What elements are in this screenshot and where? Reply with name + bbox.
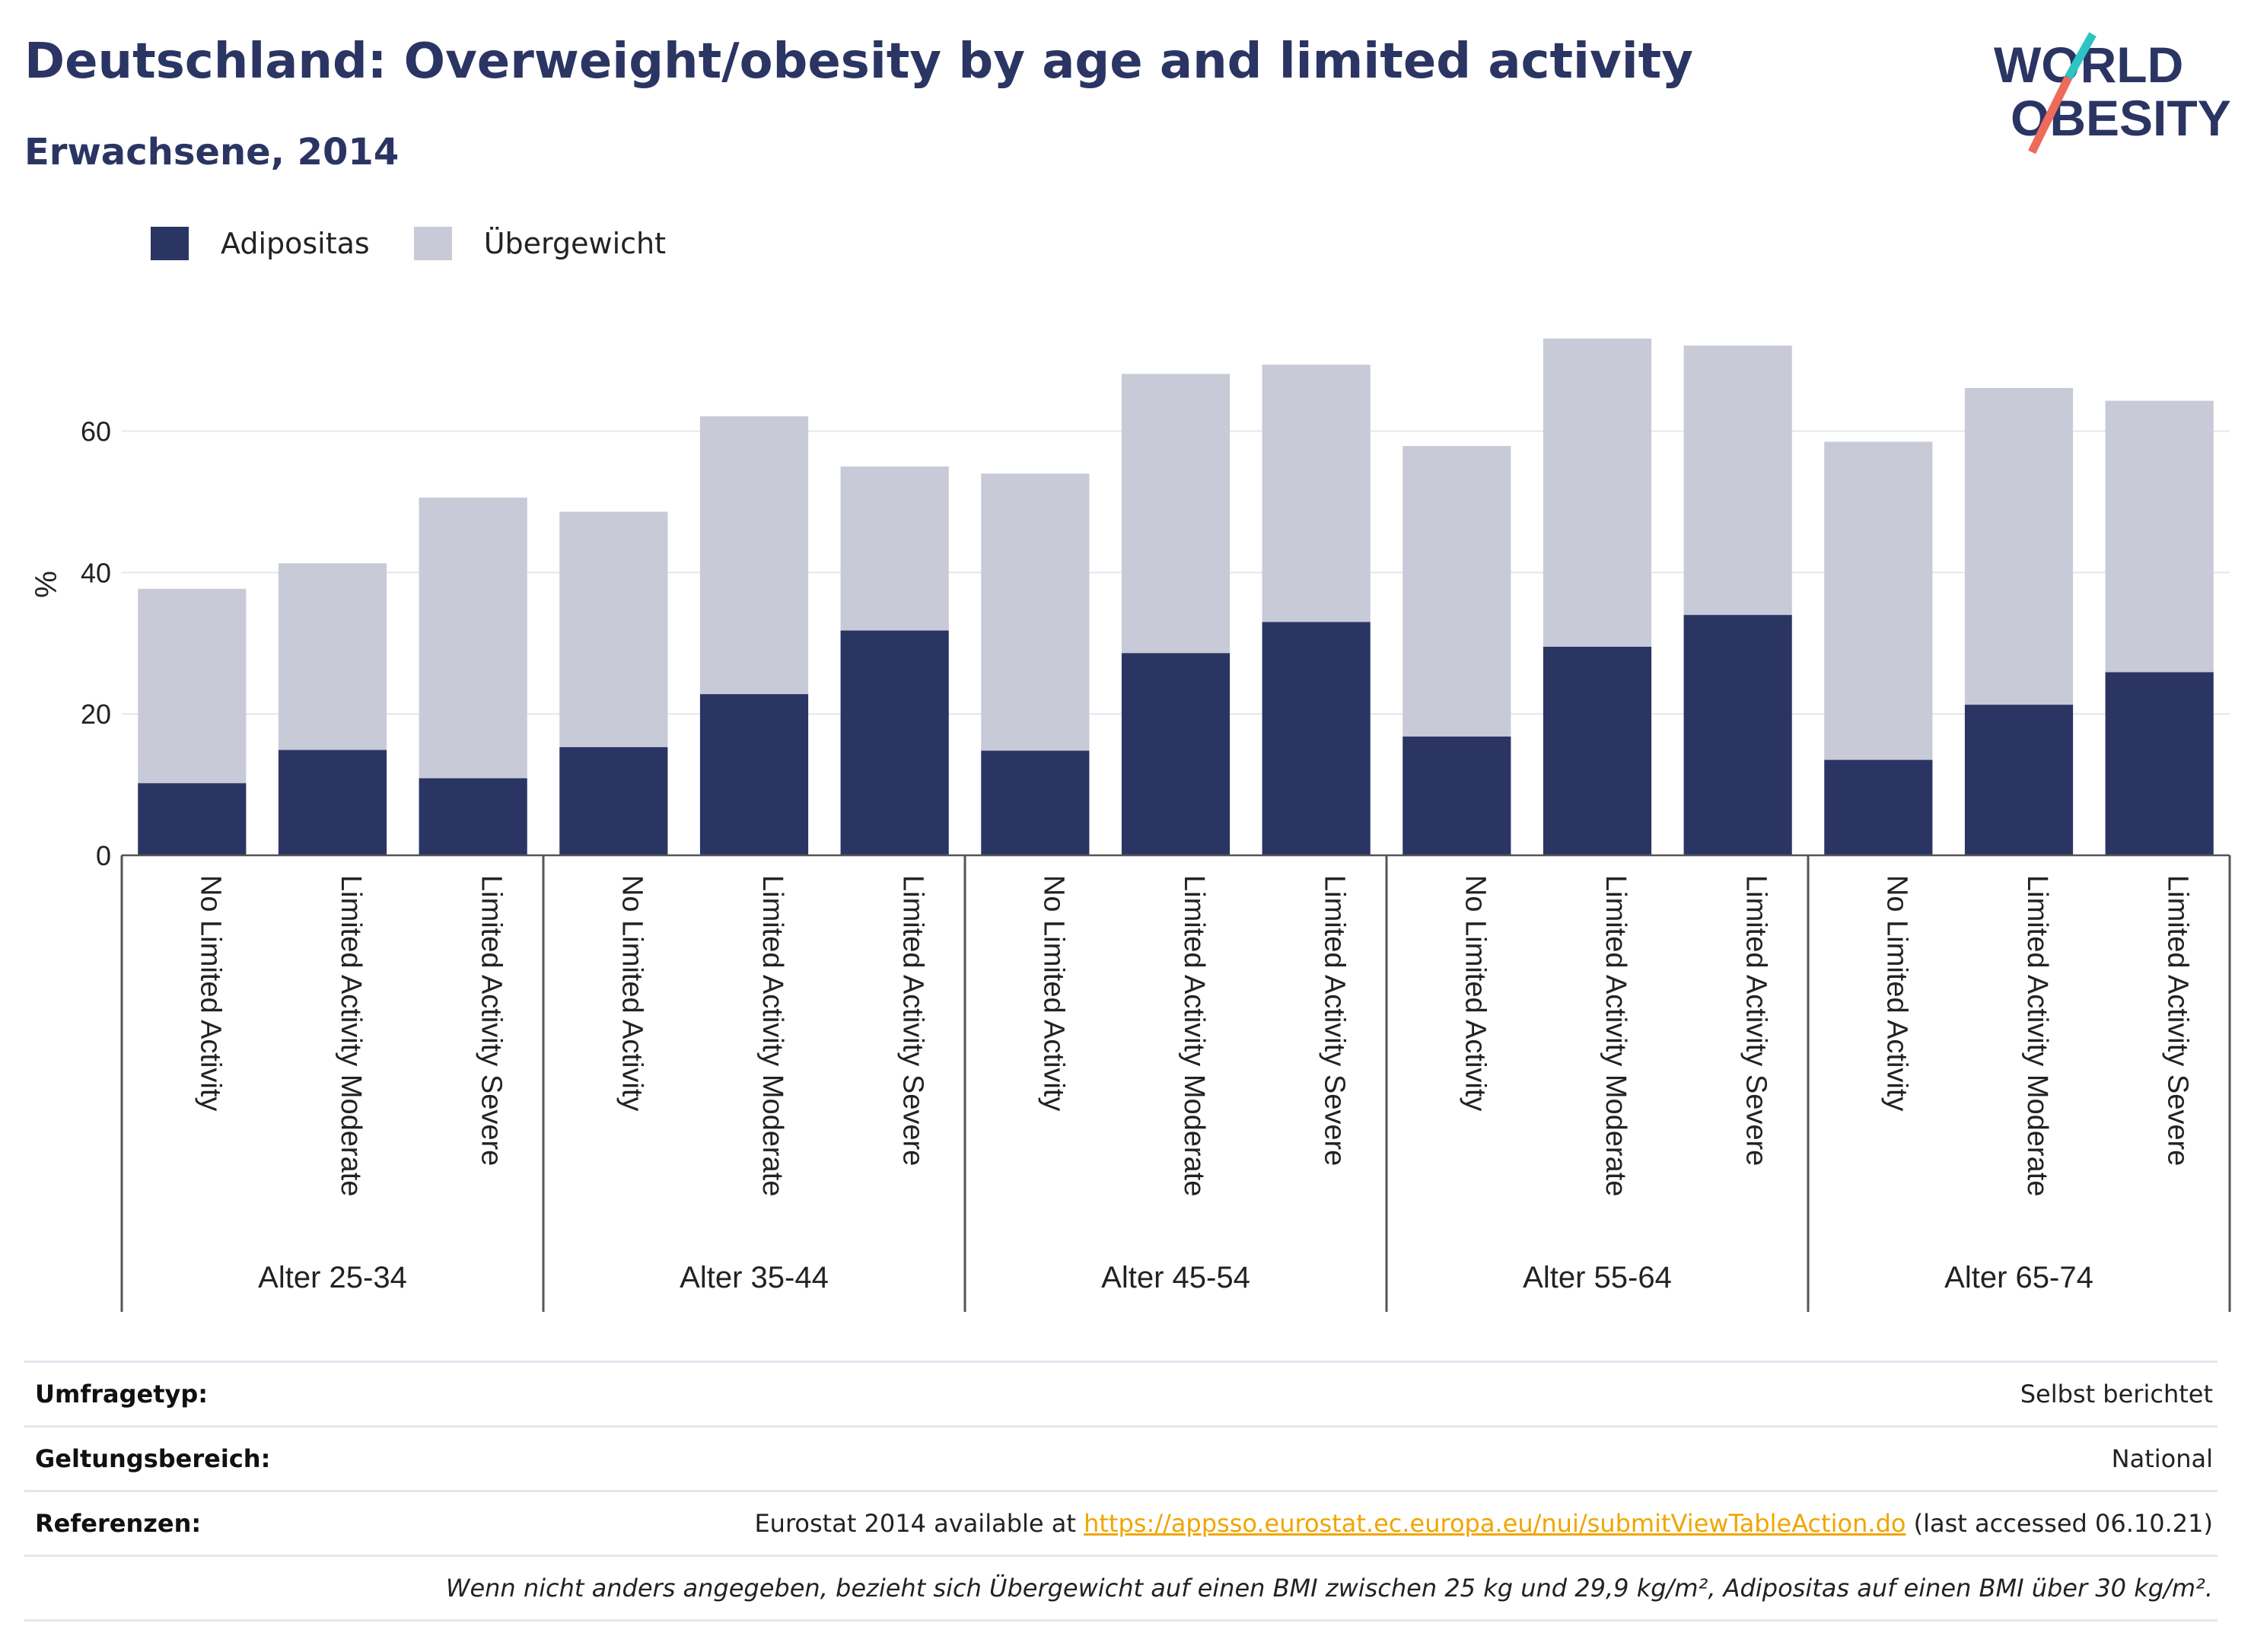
info-row-scope: Geltungsbereich: National xyxy=(24,1425,2218,1490)
bar-obesity xyxy=(559,746,668,855)
logo-slash-coral xyxy=(2028,75,2072,154)
bar-obesity xyxy=(2105,672,2214,855)
reference-link[interactable]: https://appsso.eurostat.ec.europa.eu/nui… xyxy=(1084,1509,1906,1538)
bar-overweight xyxy=(559,511,668,747)
bar-overweight xyxy=(138,588,247,784)
bar-obesity xyxy=(1683,615,1792,855)
x-tick-label: No Limited Activity xyxy=(616,875,648,1111)
bar-overweight xyxy=(981,473,1090,751)
info-row-references: Referenzen: Eurostat 2014 available at h… xyxy=(24,1490,2218,1555)
x-tick-label: No Limited Activity xyxy=(1037,875,1069,1111)
bar-obesity xyxy=(419,778,527,855)
group-label: Alter 55-64 xyxy=(1523,1261,1672,1294)
x-tick-label: No Limited Activity xyxy=(194,875,226,1111)
scope-label: Geltungsbereich: xyxy=(35,1444,271,1473)
bar-overweight xyxy=(419,497,527,778)
bar-obesity xyxy=(1262,622,1371,855)
info-row-note: Wenn nicht anders angegeben, bezieht sic… xyxy=(24,1555,2218,1622)
x-tick-label: Limited Activity Severe xyxy=(2162,875,2194,1166)
x-tick-label: Limited Activity Severe xyxy=(476,875,508,1166)
x-tick-label: Limited Activity Severe xyxy=(1319,875,1351,1166)
bar-overweight xyxy=(840,466,949,631)
references-value: Eurostat 2014 available at https://appss… xyxy=(754,1509,2213,1538)
bmi-definition-note: Wenn nicht anders angegeben, bezieht sic… xyxy=(445,1574,2213,1603)
bar-obesity xyxy=(1824,759,1933,855)
x-tick-label: Limited Activity Moderate xyxy=(335,875,367,1196)
bar-obesity xyxy=(1964,705,2074,855)
bar-overweight xyxy=(1824,441,1933,760)
logo-slash-teal xyxy=(2065,32,2097,80)
y-axis-label: % xyxy=(30,571,63,598)
bar-overweight xyxy=(1964,387,2074,705)
bar-obesity xyxy=(981,750,1090,855)
bar-overweight xyxy=(1543,338,1652,647)
reference-prefix: Eurostat 2014 available at xyxy=(754,1509,1076,1538)
legend-swatch-overweight xyxy=(413,227,452,260)
reference-suffix: (last accessed 06.10.21) xyxy=(1913,1509,2213,1538)
group-label: Alter 65-74 xyxy=(1944,1261,2093,1294)
world-obesity-logo: WORLD OBESITY xyxy=(1994,32,2231,154)
bar-obesity xyxy=(1543,646,1652,855)
bar-obesity xyxy=(1121,653,1231,855)
x-tick-label: No Limited Activity xyxy=(1459,875,1491,1111)
references-label: Referenzen: xyxy=(35,1509,202,1538)
chart-subtitle: Erwachsene, 2014 xyxy=(24,131,400,173)
info-row-survey: Umfragetyp: Selbst berichtet xyxy=(24,1361,2218,1425)
bar-overweight xyxy=(1683,345,1792,616)
x-tick-label: Limited Activity Moderate xyxy=(756,875,788,1196)
info-table: Umfragetyp: Selbst berichtet Geltungsber… xyxy=(24,1361,2218,1622)
bar-overweight xyxy=(2105,400,2214,673)
bar-overweight xyxy=(278,563,387,750)
bar-obesity xyxy=(840,630,949,855)
bar-obesity xyxy=(1402,736,1511,855)
legend-label-obesity: Adipositas xyxy=(221,227,370,260)
chart-title: Deutschland: Overweight/obesity by age a… xyxy=(24,33,1693,90)
x-tick-label: Limited Activity Severe xyxy=(1740,875,1772,1166)
stacked-bar-chart: 0 20 40 60% No Limited Activity Limited Activ… xyxy=(30,338,2231,1312)
survey-value: Selbst berichtet xyxy=(2020,1380,2213,1408)
bar-overweight xyxy=(1402,446,1511,737)
chart-legend: Adipositas Übergewicht xyxy=(151,227,710,260)
bar-obesity xyxy=(138,783,247,855)
x-tick-label: Limited Activity Moderate xyxy=(1178,875,1210,1196)
x-tick-label: Limited Activity Moderate xyxy=(1600,875,1632,1196)
survey-label: Umfragetyp: xyxy=(35,1380,209,1408)
bar-overweight xyxy=(699,416,809,695)
y-tick-label: 0 xyxy=(96,840,111,871)
y-tick-label: 20 xyxy=(81,699,111,730)
scope-value: National xyxy=(2111,1444,2213,1473)
bar-obesity xyxy=(699,694,809,855)
legend-swatch-obesity xyxy=(151,227,189,260)
x-tick-label: Limited Activity Moderate xyxy=(2021,875,2053,1196)
bar-overweight xyxy=(1262,364,1371,622)
group-label: Alter 25-34 xyxy=(258,1261,407,1294)
y-tick-label: 60 xyxy=(81,416,111,447)
group-label: Alter 45-54 xyxy=(1101,1261,1250,1294)
legend-label-overweight: Übergewicht xyxy=(483,227,666,260)
bar-obesity xyxy=(278,750,387,855)
x-tick-label: No Limited Activity xyxy=(1880,875,1912,1111)
group-label: Alter 35-44 xyxy=(680,1261,829,1294)
x-tick-label: Limited Activity Severe xyxy=(897,875,929,1166)
bar-overweight xyxy=(1121,374,1231,654)
y-tick-label: 40 xyxy=(81,557,111,588)
